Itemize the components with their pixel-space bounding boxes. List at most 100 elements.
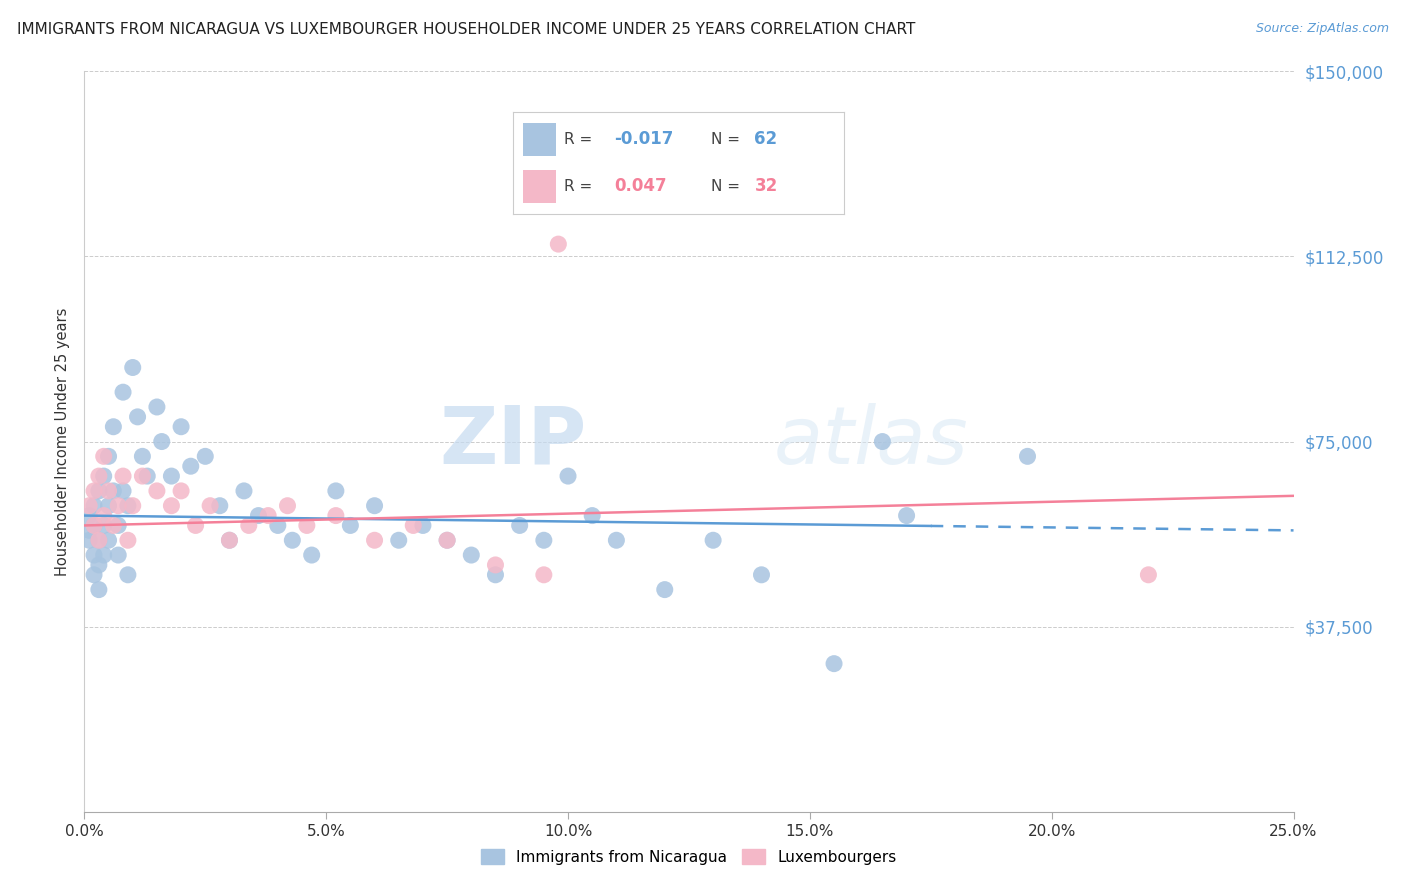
Point <box>87 558 110 572</box>
Point <box>233 483 256 498</box>
Point <box>180 459 202 474</box>
Point <box>402 518 425 533</box>
Point <box>267 518 290 533</box>
Point <box>83 567 105 582</box>
Point <box>208 499 231 513</box>
Point <box>238 518 260 533</box>
Point <box>170 419 193 434</box>
Point <box>93 518 115 533</box>
Point <box>117 533 139 548</box>
Point <box>83 483 105 498</box>
Point <box>605 533 627 548</box>
Point <box>97 450 120 464</box>
Text: 62: 62 <box>755 130 778 148</box>
Point <box>77 499 100 513</box>
Point <box>184 518 207 533</box>
Point <box>325 483 347 498</box>
Point <box>436 533 458 548</box>
Point <box>194 450 217 464</box>
Point <box>127 409 149 424</box>
Point <box>654 582 676 597</box>
Point <box>257 508 280 523</box>
Text: R =: R = <box>564 179 593 194</box>
Point <box>1137 567 1160 582</box>
Point <box>363 499 385 513</box>
Point <box>131 469 153 483</box>
Point <box>1017 450 1039 464</box>
Point <box>87 582 110 597</box>
Point <box>136 469 159 483</box>
Text: N =: N = <box>711 132 741 146</box>
Bar <box>523 123 557 155</box>
Point <box>751 567 773 582</box>
Point <box>97 499 120 513</box>
Point <box>87 469 110 483</box>
Point <box>281 533 304 548</box>
Point <box>117 499 139 513</box>
Point <box>388 533 411 548</box>
Point <box>97 483 120 498</box>
Point <box>896 508 918 523</box>
Point <box>83 518 105 533</box>
Legend: Immigrants from Nicaragua, Luxembourgers: Immigrants from Nicaragua, Luxembourgers <box>475 843 903 871</box>
Point <box>112 385 135 400</box>
Text: -0.017: -0.017 <box>614 130 673 148</box>
Point <box>83 548 105 562</box>
Point <box>93 508 115 523</box>
Point <box>218 533 240 548</box>
Point <box>121 499 143 513</box>
Point <box>77 533 100 548</box>
Point <box>533 533 555 548</box>
Point <box>412 518 434 533</box>
Point <box>557 469 579 483</box>
Point <box>107 499 129 513</box>
Point <box>121 360 143 375</box>
Point <box>103 483 125 498</box>
Point <box>150 434 173 449</box>
Point <box>112 483 135 498</box>
Point <box>93 548 115 562</box>
Text: IMMIGRANTS FROM NICARAGUA VS LUXEMBOURGER HOUSEHOLDER INCOME UNDER 25 YEARS CORR: IMMIGRANTS FROM NICARAGUA VS LUXEMBOURGE… <box>17 22 915 37</box>
Point <box>93 450 115 464</box>
Point <box>77 508 100 523</box>
Point <box>460 548 482 562</box>
Text: atlas: atlas <box>773 402 969 481</box>
Point <box>547 237 569 252</box>
Text: 0.047: 0.047 <box>614 178 666 195</box>
Point <box>160 499 183 513</box>
Point <box>87 533 110 548</box>
Point <box>170 483 193 498</box>
Point <box>77 524 100 538</box>
Point <box>107 518 129 533</box>
Point <box>276 499 298 513</box>
Point <box>87 533 110 548</box>
Text: N =: N = <box>711 179 741 194</box>
Point <box>533 567 555 582</box>
Point <box>247 508 270 523</box>
Point <box>509 518 531 533</box>
Point <box>198 499 221 513</box>
Bar <box>523 170 557 202</box>
Point <box>295 518 318 533</box>
Point <box>146 483 169 498</box>
Point <box>160 469 183 483</box>
Text: 32: 32 <box>755 178 778 195</box>
Point <box>218 533 240 548</box>
Point <box>581 508 603 523</box>
Point <box>107 548 129 562</box>
Point <box>103 419 125 434</box>
Text: R =: R = <box>564 132 593 146</box>
Point <box>117 567 139 582</box>
Point <box>146 400 169 414</box>
Point <box>363 533 385 548</box>
Point <box>301 548 323 562</box>
Point <box>112 469 135 483</box>
Y-axis label: Householder Income Under 25 years: Householder Income Under 25 years <box>55 308 70 575</box>
Point <box>484 567 506 582</box>
Point <box>325 508 347 523</box>
Text: Source: ZipAtlas.com: Source: ZipAtlas.com <box>1256 22 1389 36</box>
Point <box>131 450 153 464</box>
Point <box>83 518 105 533</box>
Point <box>702 533 724 548</box>
Point <box>823 657 845 671</box>
